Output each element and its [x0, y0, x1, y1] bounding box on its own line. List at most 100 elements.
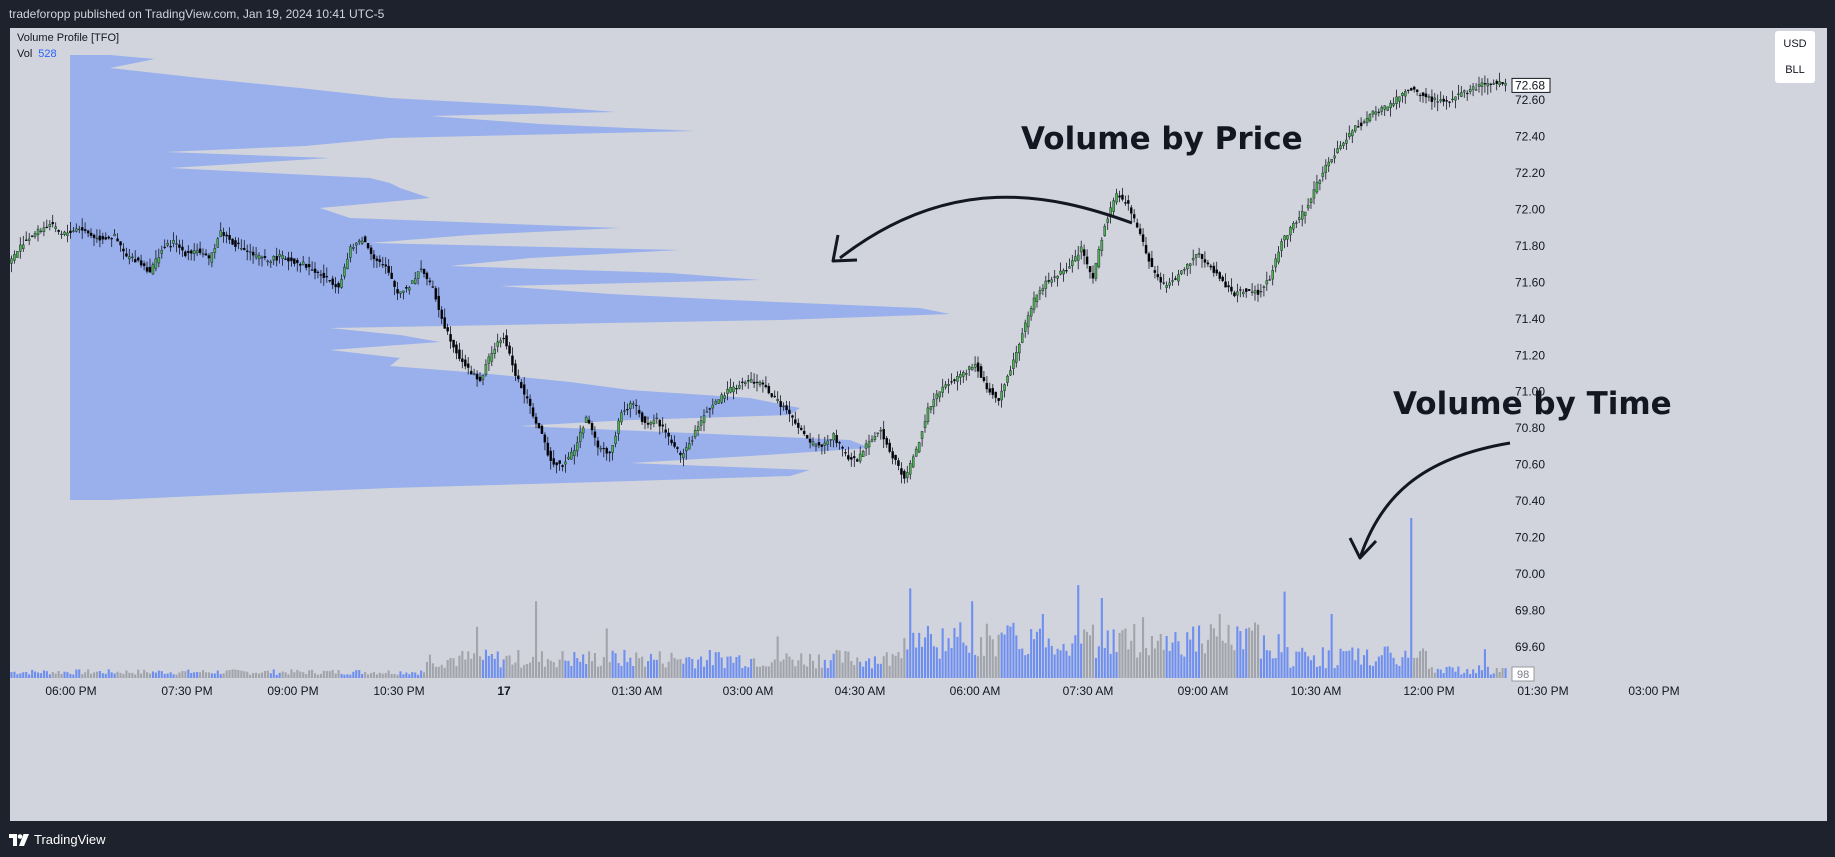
candle-body: [198, 248, 202, 253]
candle-body: [89, 232, 93, 236]
candle-body: [266, 260, 270, 263]
candle-body: [1295, 222, 1298, 224]
volume-bar: [1265, 650, 1268, 678]
volume-bar: [163, 674, 166, 678]
candle-body: [402, 290, 405, 293]
volume-bar: [543, 666, 546, 678]
candle-body: [508, 345, 511, 354]
candle-body: [797, 422, 800, 428]
volume-bar: [1469, 674, 1472, 678]
volume-bar: [1012, 622, 1015, 678]
candle-body: [10, 258, 13, 264]
candle-body: [1185, 264, 1189, 270]
volume-bar: [720, 657, 723, 678]
volume-bar: [532, 656, 535, 678]
volume-bar: [190, 673, 193, 678]
price-tick-label: 72.40: [1515, 130, 1545, 144]
volume-bar: [794, 666, 797, 678]
candle-body: [1079, 246, 1083, 253]
candle-body: [355, 242, 358, 246]
candle-body: [248, 251, 252, 253]
volume-bar: [1501, 668, 1504, 678]
volume-bar: [358, 670, 361, 678]
indicator-title[interactable]: Volume Profile [TFO]: [17, 32, 120, 44]
candle-body: [1330, 159, 1333, 163]
volume-bar: [1304, 651, 1307, 678]
volume-bar: [1286, 647, 1289, 678]
volume-bar: [611, 650, 614, 678]
candle-body: [1200, 253, 1204, 259]
candle-body: [1495, 80, 1498, 84]
volume-bar: [1080, 643, 1083, 678]
candle-body: [1153, 270, 1157, 273]
volume-bar: [355, 670, 358, 678]
tradingview-logo[interactable]: TradingView: [9, 832, 106, 847]
candle-body: [973, 364, 977, 368]
candle-body: [352, 247, 355, 249]
candle-body: [172, 239, 175, 244]
candle-body: [1227, 285, 1230, 288]
candle-body: [51, 221, 55, 225]
candle-body: [514, 363, 517, 376]
volume-bar: [717, 652, 720, 678]
candle-body: [204, 253, 208, 256]
candle-body: [561, 465, 564, 467]
volume-bar: [1195, 651, 1198, 678]
candle-body: [136, 257, 140, 261]
arrow-time-head: [1348, 537, 1378, 560]
candle-body: [1383, 105, 1386, 110]
candle-body: [1088, 266, 1092, 273]
volume-bar: [249, 674, 252, 678]
volume-bar: [1130, 640, 1133, 678]
candle-body: [1421, 92, 1425, 96]
candle-body: [1436, 101, 1439, 103]
volume-bar: [714, 652, 717, 678]
candle-body: [1103, 226, 1106, 236]
candle-body: [1209, 265, 1213, 268]
volume-bar: [499, 667, 502, 678]
last-price-box: [1511, 77, 1551, 93]
candle-body: [968, 366, 971, 370]
candle-body: [192, 250, 196, 255]
volume-bar: [331, 669, 334, 678]
volume-bar: [1177, 641, 1180, 678]
volume-legend[interactable]: Vol 528: [17, 46, 119, 62]
volume-bar: [440, 664, 443, 678]
candle-body: [310, 269, 314, 271]
candle-body: [858, 453, 862, 462]
candle-body: [163, 246, 166, 249]
candle-body: [378, 259, 382, 262]
candle-body: [57, 229, 60, 232]
candle-body: [576, 442, 579, 452]
volume-bar: [773, 659, 776, 678]
candle-body: [682, 453, 685, 458]
volume-bar: [977, 656, 980, 678]
volume-profile: [70, 55, 950, 500]
candle-body: [564, 461, 567, 465]
candle-body: [1454, 96, 1457, 101]
candle-body: [225, 234, 228, 237]
candle-body: [805, 435, 809, 439]
price-chart[interactable]: 72.60 72.40 72.20 72.00 71.80 71.60 71.40 71.20…: [10, 28, 1827, 821]
chart-pane[interactable]: 72.60 72.40 72.20 72.00 71.80 71.60 71.40 71.20…: [10, 28, 1827, 821]
candle-body: [720, 394, 723, 403]
candle-body: [1489, 83, 1493, 86]
volume-bar: [700, 656, 703, 678]
volume-bar: [688, 657, 691, 678]
volume-bar: [1183, 656, 1186, 678]
candle-body: [1112, 200, 1115, 212]
candle-body: [449, 334, 452, 342]
candle-body: [234, 240, 237, 247]
currency-unit-box[interactable]: USD BLL: [1775, 31, 1815, 83]
volume-bar: [402, 674, 405, 678]
volume-profile-area: [70, 55, 950, 500]
volume-bar: [1342, 651, 1345, 678]
candle-body: [879, 430, 883, 432]
candle-body: [1236, 291, 1239, 296]
candle-body: [1300, 211, 1304, 220]
volume-bar: [1198, 625, 1201, 678]
volume-bar: [847, 651, 850, 678]
candle-body: [655, 417, 659, 420]
volume-bar: [1109, 653, 1112, 678]
volume-bar: [1153, 648, 1156, 678]
